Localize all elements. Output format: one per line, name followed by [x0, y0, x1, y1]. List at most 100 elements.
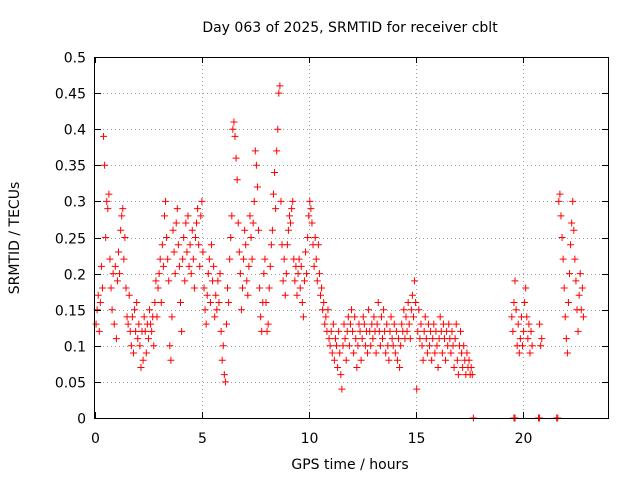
data-point	[337, 371, 345, 379]
data-point	[570, 226, 578, 234]
data-point	[320, 298, 328, 306]
y-tick-label: 0.25	[55, 232, 86, 248]
data-point	[155, 270, 163, 278]
data-point	[358, 335, 366, 343]
data-point	[568, 219, 576, 227]
data-point	[156, 255, 164, 263]
data-point	[324, 306, 332, 314]
data-point	[317, 291, 325, 299]
data-point	[189, 255, 197, 263]
data-point	[139, 356, 147, 364]
data-point	[442, 356, 450, 364]
data-point	[178, 327, 186, 335]
y-axis-ticks: 0 0.05 0.1 0.15 0.2 0.25 0.3 0.35 0.4 0.45 0.5	[55, 51, 608, 428]
data-point	[154, 284, 162, 292]
data-point	[134, 335, 142, 343]
data-point	[124, 320, 132, 328]
data-point	[364, 349, 372, 357]
data-point	[169, 226, 177, 234]
data-point	[220, 371, 228, 379]
data-point	[255, 226, 263, 234]
data-point	[238, 284, 246, 292]
data-point	[560, 284, 568, 292]
data-point	[344, 313, 352, 321]
data-point	[244, 291, 252, 299]
data-point	[395, 335, 403, 343]
data-point	[325, 335, 333, 343]
data-point	[106, 255, 114, 263]
data-point	[312, 255, 320, 263]
data-point	[92, 320, 100, 328]
data-point	[108, 306, 116, 314]
data-point	[392, 327, 400, 335]
data-point	[233, 176, 241, 184]
data-point	[330, 356, 338, 364]
data-point	[352, 335, 360, 343]
data-point	[408, 291, 416, 299]
data-point	[579, 313, 587, 321]
data-point	[165, 277, 173, 285]
data-point	[328, 349, 336, 357]
data-point	[241, 226, 249, 234]
data-point	[569, 197, 577, 205]
data-point	[433, 342, 441, 350]
data-point	[388, 335, 396, 343]
data-point	[564, 298, 572, 306]
data-point	[265, 284, 273, 292]
data-point	[422, 335, 430, 343]
data-point	[376, 342, 384, 350]
data-point	[116, 270, 124, 278]
data-point	[419, 356, 427, 364]
data-point	[140, 313, 148, 321]
data-point	[374, 298, 382, 306]
data-point	[103, 197, 111, 205]
data-point	[104, 205, 112, 213]
data-point	[212, 291, 220, 299]
data-point	[373, 320, 381, 328]
data-point	[204, 270, 212, 278]
data-point	[430, 320, 438, 328]
data-point	[385, 356, 393, 364]
data-point	[429, 335, 437, 343]
data-point	[172, 219, 180, 227]
data-point	[571, 255, 579, 263]
data-point	[128, 313, 136, 321]
data-point	[335, 327, 343, 335]
data-point	[300, 277, 308, 285]
data-point	[512, 306, 520, 314]
data-point	[537, 342, 545, 350]
data-point	[528, 342, 536, 350]
data-point	[159, 262, 167, 270]
data-point	[110, 320, 118, 328]
data-point	[303, 270, 311, 278]
data-point	[132, 327, 140, 335]
data-point	[263, 327, 271, 335]
data-point	[555, 197, 563, 205]
data-point	[195, 241, 203, 249]
data-point	[291, 277, 299, 285]
data-point	[273, 147, 281, 155]
data-point	[538, 335, 546, 343]
data-point	[211, 313, 219, 321]
data-point	[516, 335, 524, 343]
data-point	[405, 320, 413, 328]
data-point	[133, 298, 141, 306]
x-tick-label: 5	[198, 431, 207, 447]
x-tick-label: 20	[515, 431, 533, 447]
data-point	[283, 241, 291, 249]
data-point	[314, 241, 322, 249]
data-point	[164, 255, 172, 263]
data-point	[152, 277, 160, 285]
data-point	[280, 255, 288, 263]
data-point	[391, 349, 399, 357]
data-point	[307, 205, 315, 213]
data-point	[186, 241, 194, 249]
data-point	[398, 320, 406, 328]
data-point	[382, 349, 390, 357]
data-point	[572, 277, 580, 285]
data-point	[426, 342, 434, 350]
data-point	[557, 212, 565, 220]
data-point	[227, 234, 235, 241]
data-point	[289, 197, 297, 205]
data-point	[415, 306, 423, 314]
